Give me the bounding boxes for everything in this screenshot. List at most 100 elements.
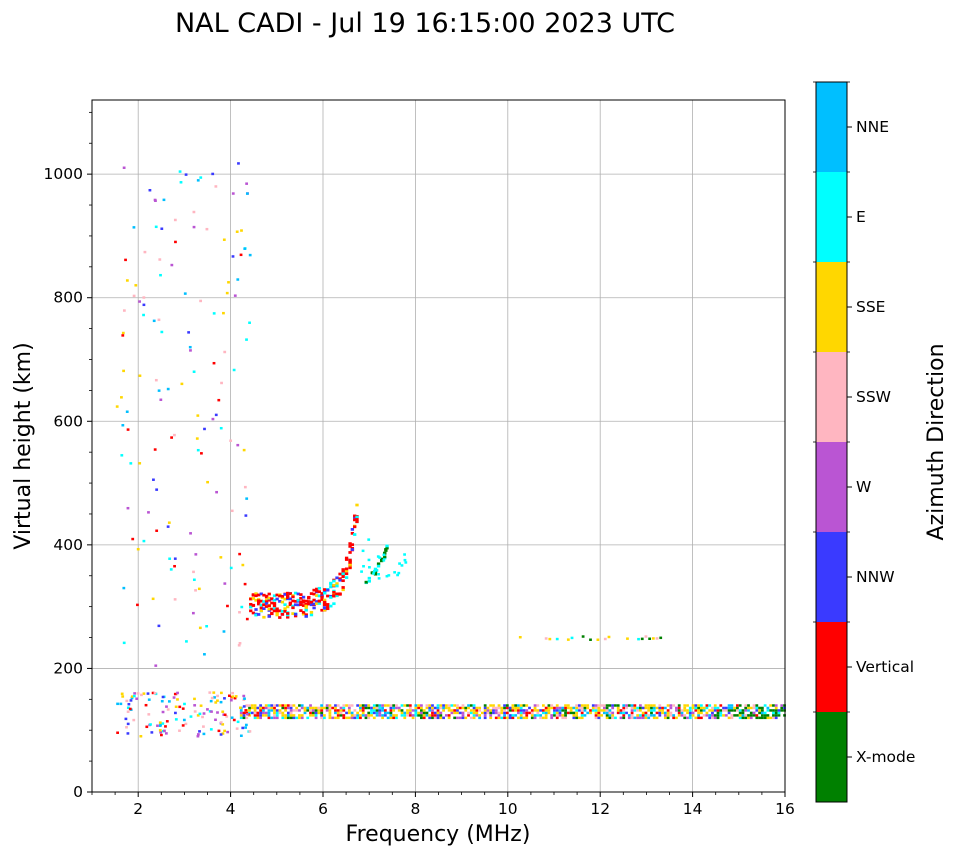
echo-point	[332, 592, 336, 596]
echo-point	[206, 480, 209, 484]
echo-point	[375, 569, 379, 572]
echo-point	[372, 572, 375, 575]
echo-point	[555, 637, 559, 641]
y-tick-label: 600	[53, 412, 83, 430]
echo-point	[544, 637, 548, 640]
echo-point	[760, 706, 764, 710]
echo-point	[248, 730, 252, 733]
echo-point	[347, 711, 351, 715]
echo-point	[461, 711, 465, 715]
echo-point	[254, 594, 258, 598]
echo-point	[594, 709, 598, 712]
echo-point	[314, 714, 318, 717]
echo-point	[300, 714, 304, 717]
echo-point	[733, 709, 737, 712]
echo-point	[173, 598, 177, 601]
echo-point	[736, 709, 739, 712]
echo-point	[192, 370, 196, 373]
echo-point	[131, 537, 135, 541]
echo-point	[722, 706, 725, 710]
echo-point	[456, 711, 459, 715]
echo-point	[130, 695, 134, 698]
echo-point	[202, 712, 206, 715]
echo-point	[254, 598, 258, 602]
echo-point	[325, 709, 329, 712]
x-tick-label: 12	[590, 800, 610, 818]
echo-point	[298, 704, 301, 707]
echo-point	[436, 709, 440, 712]
echo-point	[733, 706, 737, 710]
echo-point	[350, 716, 354, 720]
echo-point	[338, 572, 342, 576]
echo-point	[566, 704, 570, 707]
echo-point	[650, 706, 653, 710]
echo-point	[433, 711, 437, 715]
echo-point	[641, 711, 645, 715]
y-tick-label: 200	[53, 659, 83, 677]
echo-point	[300, 706, 304, 710]
echo-point	[262, 600, 266, 603]
echo-point	[644, 704, 648, 707]
echo-point	[147, 698, 151, 701]
echo-point	[173, 692, 177, 696]
echo-point	[219, 700, 223, 704]
echo-point	[591, 709, 595, 712]
echo-point	[129, 462, 133, 465]
echo-point	[126, 706, 130, 709]
echo-point	[383, 711, 387, 715]
echo-point	[353, 714, 357, 717]
echo-point	[752, 711, 756, 715]
echo-point	[281, 714, 285, 717]
echo-point	[650, 714, 653, 717]
colorbar-label-item: E	[856, 208, 866, 226]
echo-point	[213, 696, 216, 699]
echo-point	[517, 709, 520, 712]
echo-point	[711, 711, 714, 715]
echo-point	[295, 709, 299, 712]
echo-point	[284, 704, 287, 707]
echo-point	[312, 598, 316, 602]
echo-point	[564, 716, 567, 720]
echo-point	[494, 706, 498, 710]
echo-point	[264, 714, 268, 717]
echo-point	[348, 562, 352, 566]
echo-point	[464, 709, 468, 712]
echo-point	[467, 704, 470, 707]
echo-point	[299, 593, 303, 596]
echo-point	[323, 606, 327, 610]
echo-point	[583, 714, 587, 717]
echo-point	[173, 557, 177, 560]
echo-point	[253, 704, 257, 707]
echo-point	[497, 716, 501, 720]
echo-point	[256, 711, 260, 715]
echo-point	[233, 294, 237, 297]
echo-point	[702, 709, 706, 712]
echo-point	[594, 704, 598, 707]
echo-point	[478, 716, 482, 720]
echo-point	[356, 716, 360, 720]
echo-point	[600, 714, 603, 717]
echo-point	[317, 590, 322, 594]
echo-point	[444, 714, 448, 717]
echo-point	[376, 564, 381, 568]
echo-point	[176, 691, 179, 695]
echo-point	[200, 452, 203, 455]
echo-point	[461, 714, 465, 717]
echo-point	[275, 611, 279, 615]
echo-point	[182, 718, 186, 722]
echo-point	[239, 253, 243, 257]
echo-point	[206, 708, 209, 711]
echo-point	[686, 711, 689, 715]
echo-point	[619, 711, 623, 715]
echo-point	[555, 714, 559, 717]
echo-point	[774, 706, 778, 710]
echo-point	[249, 597, 253, 601]
echo-point	[472, 716, 476, 720]
echo-point	[522, 716, 526, 720]
echo-point	[273, 709, 276, 712]
echo-point	[375, 709, 379, 712]
echo-point	[289, 714, 293, 717]
echo-point	[403, 704, 407, 707]
echo-point	[550, 704, 554, 707]
echo-point	[196, 735, 200, 738]
